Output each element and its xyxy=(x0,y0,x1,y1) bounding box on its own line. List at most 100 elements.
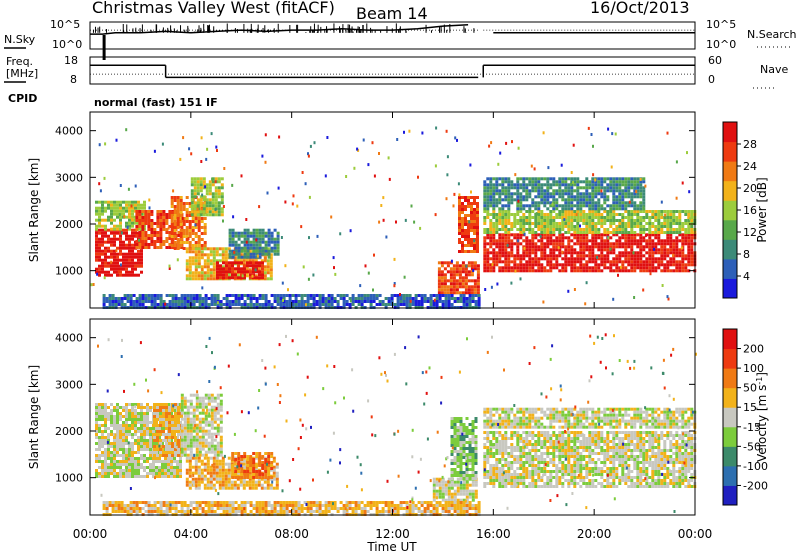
range-cell xyxy=(170,463,173,466)
range-cell xyxy=(184,303,187,306)
range-cell xyxy=(95,433,98,436)
range-cell xyxy=(137,274,140,277)
range-cell xyxy=(376,297,379,300)
range-speckle xyxy=(267,192,269,195)
range-cell xyxy=(570,254,573,257)
range-cell xyxy=(177,454,180,457)
range-cell xyxy=(247,303,250,306)
range-cell xyxy=(561,233,564,236)
range-cell xyxy=(570,222,573,225)
range-cell xyxy=(585,228,588,231)
range-cell xyxy=(125,412,128,415)
range-cell xyxy=(131,229,134,232)
range-cell xyxy=(492,189,495,192)
range-cell xyxy=(128,222,131,225)
range-cell xyxy=(486,242,489,245)
range-speckle xyxy=(408,130,410,133)
range-cell xyxy=(507,260,510,263)
range-cell xyxy=(159,442,162,445)
range-speckle xyxy=(612,298,614,301)
range-cell xyxy=(125,433,128,436)
range-cell xyxy=(122,229,125,232)
range-cell xyxy=(612,183,615,186)
range-cell xyxy=(261,264,264,267)
range-cell xyxy=(310,297,313,300)
range-cell xyxy=(675,254,678,257)
range-cell xyxy=(137,475,140,478)
range-cell xyxy=(579,180,582,183)
range-cell xyxy=(451,297,454,300)
range-cell xyxy=(226,303,229,306)
range-cell xyxy=(501,219,504,222)
range-cell xyxy=(678,263,681,266)
range-cell xyxy=(648,260,651,263)
range-cell xyxy=(146,433,149,436)
range-cell xyxy=(651,263,654,266)
range-cell xyxy=(543,242,546,245)
range-cell xyxy=(98,244,101,247)
range-cell xyxy=(582,231,585,234)
range-cell xyxy=(170,460,173,463)
range-cell xyxy=(142,303,145,306)
range-cell xyxy=(189,232,192,235)
range-cell xyxy=(131,412,134,415)
range-cell xyxy=(104,259,107,262)
range-cell xyxy=(122,274,125,277)
range-cell xyxy=(492,177,495,180)
range-cell xyxy=(412,303,415,306)
range-cell xyxy=(154,297,157,300)
range-cell xyxy=(180,220,183,223)
range-cell xyxy=(128,259,131,262)
range-cell xyxy=(122,439,125,442)
range-cell xyxy=(119,439,122,442)
range-cell xyxy=(367,297,370,300)
range-cell xyxy=(466,300,469,303)
range-cell xyxy=(624,245,627,248)
range-cell xyxy=(684,219,687,222)
range-cell xyxy=(657,260,660,263)
range-cell xyxy=(274,229,277,232)
range-cell xyxy=(504,186,507,189)
range-cell xyxy=(267,259,270,262)
range-cell xyxy=(119,210,122,213)
range-cell xyxy=(447,288,450,291)
range-cell xyxy=(510,192,513,195)
range-cell xyxy=(501,236,504,239)
range-cell xyxy=(504,228,507,231)
range-cell xyxy=(98,475,101,478)
range-cell xyxy=(173,469,176,472)
range-cell xyxy=(630,266,633,269)
range-cell xyxy=(627,195,630,198)
range-speckle xyxy=(164,303,166,306)
range-cell xyxy=(483,231,486,234)
range-cell xyxy=(498,213,501,216)
range-cell xyxy=(159,213,162,216)
range-speckle xyxy=(115,249,117,252)
range-cell xyxy=(177,202,180,205)
range-cell xyxy=(424,300,427,303)
range-cell xyxy=(119,445,122,448)
range-cell xyxy=(558,251,561,254)
range-cell xyxy=(681,269,684,272)
range-cell xyxy=(552,198,555,201)
range-cell xyxy=(137,207,140,210)
range-cell xyxy=(253,250,256,253)
range-cell xyxy=(504,198,507,201)
range-cell xyxy=(159,216,162,219)
range-cell xyxy=(525,263,528,266)
range-cell xyxy=(191,180,194,183)
range-cell xyxy=(139,303,142,306)
range-cell xyxy=(621,177,624,180)
range-cell xyxy=(215,189,218,192)
range-cell xyxy=(522,180,525,183)
range-cell xyxy=(516,183,519,186)
range-cell xyxy=(534,189,537,192)
range-cell xyxy=(153,433,156,436)
range-cell xyxy=(573,225,576,228)
range-cell xyxy=(519,210,522,213)
range-cell xyxy=(540,189,543,192)
range-cell xyxy=(627,213,630,216)
sky-tick-top-right: 10^5 xyxy=(706,18,736,31)
range-cell xyxy=(131,256,134,259)
range-cell xyxy=(534,242,537,245)
